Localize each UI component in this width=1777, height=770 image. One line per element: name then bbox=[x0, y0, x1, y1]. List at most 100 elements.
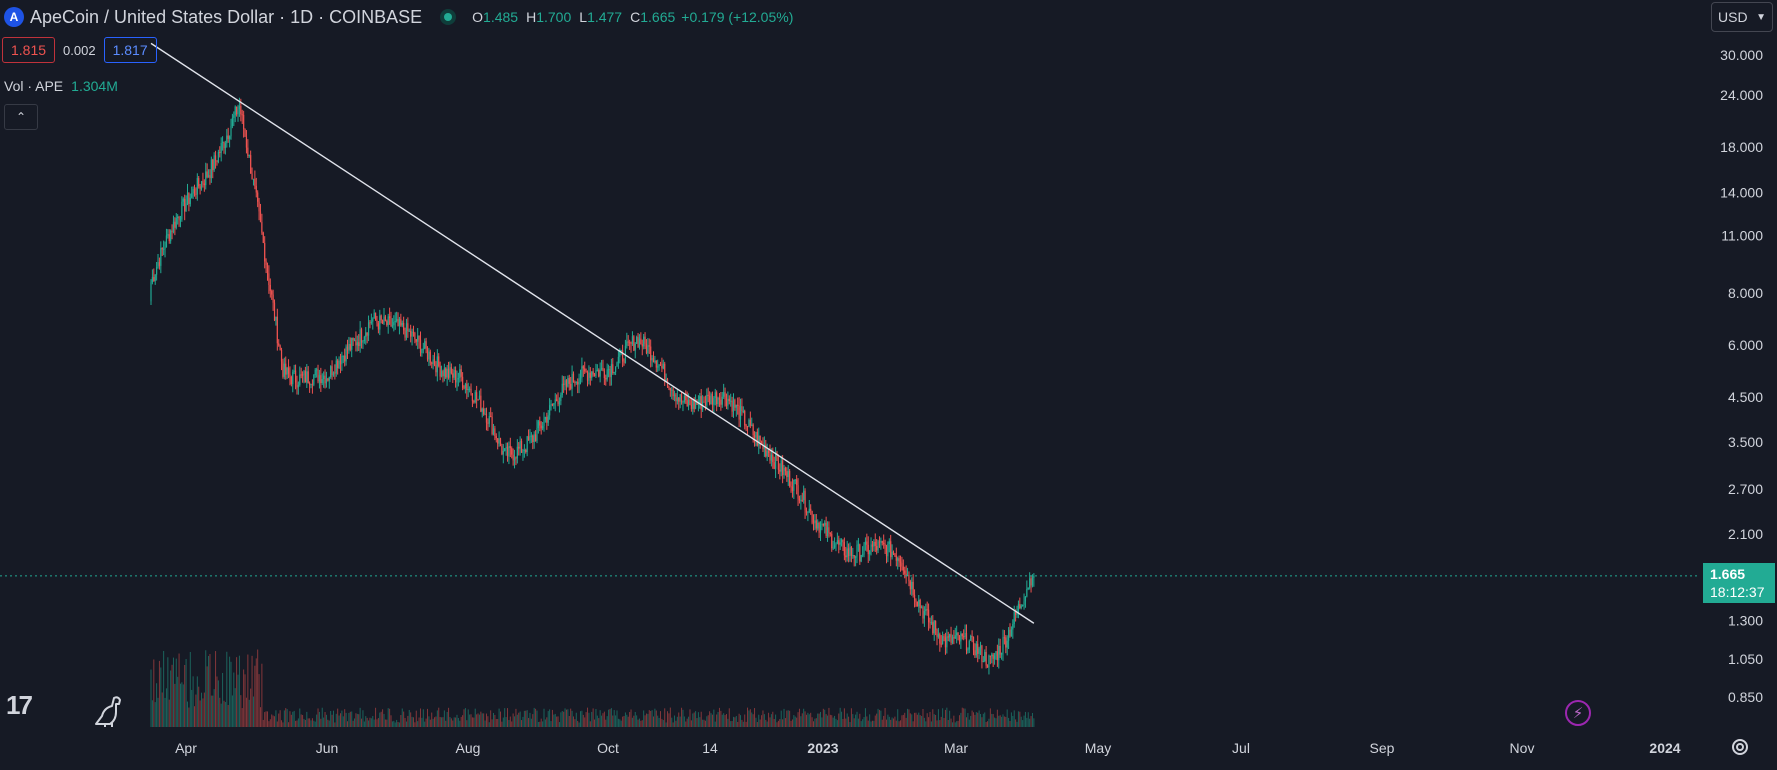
volume-bar bbox=[791, 719, 793, 727]
volume-bar bbox=[478, 714, 480, 727]
volume-bar bbox=[394, 722, 396, 727]
candle-body bbox=[567, 378, 569, 387]
candle-body bbox=[732, 399, 735, 412]
candle-body bbox=[186, 192, 189, 204]
volume-bar bbox=[332, 710, 334, 727]
volume-bar bbox=[907, 708, 909, 727]
volume-bar bbox=[198, 686, 200, 727]
candle-body bbox=[547, 415, 549, 423]
candle-body bbox=[224, 143, 226, 149]
volume-bar bbox=[213, 689, 215, 727]
volume-bar bbox=[591, 711, 593, 727]
collapse-legend-button[interactable]: ⌃ bbox=[4, 104, 38, 130]
volume-bar bbox=[408, 709, 410, 727]
volume-bar bbox=[894, 716, 896, 727]
last-price-tag[interactable]: 1.665 18:12:37 bbox=[1703, 563, 1775, 603]
candle-body bbox=[366, 332, 368, 336]
candle-body bbox=[605, 378, 607, 380]
volume-bar bbox=[584, 717, 586, 727]
candle-body bbox=[269, 285, 271, 291]
volume-bar bbox=[553, 714, 555, 727]
volume-bar bbox=[752, 714, 754, 727]
volume-bar bbox=[885, 719, 887, 727]
candle-body bbox=[511, 448, 513, 455]
candle-body bbox=[526, 436, 528, 452]
volume-bar bbox=[756, 722, 758, 727]
volume-bar bbox=[695, 711, 697, 727]
volume-bar bbox=[324, 712, 326, 727]
candle-body bbox=[619, 350, 621, 357]
currency-label: USD bbox=[1718, 9, 1748, 25]
currency-select[interactable]: USD ▼ bbox=[1711, 2, 1773, 32]
volume-bar bbox=[539, 721, 541, 727]
price-tick-label: 18.000 bbox=[1720, 139, 1763, 155]
apecoin-logo-icon[interactable]: A bbox=[4, 7, 24, 27]
candle-body bbox=[337, 360, 339, 369]
volume-bar bbox=[730, 721, 732, 727]
candle-body bbox=[766, 450, 768, 457]
volume-bar bbox=[863, 717, 865, 727]
time-axis[interactable]: Apr Jun Aug Oct 14 2023 Mar May Jul Sep Nov 2024 bbox=[175, 740, 1681, 756]
candle-body bbox=[553, 403, 555, 406]
volume-bar bbox=[457, 717, 459, 727]
dinosaur-icon[interactable] bbox=[92, 694, 126, 728]
volume-bar bbox=[565, 709, 567, 727]
volume-bar bbox=[769, 717, 771, 727]
volume-bar bbox=[849, 722, 851, 727]
candle-body bbox=[1029, 578, 1031, 588]
volume-bar bbox=[521, 720, 523, 727]
volume-bar bbox=[208, 655, 210, 727]
price-axis[interactable]: 30.000 24.000 18.000 14.000 11.000 8.000 6.000… bbox=[1720, 47, 1763, 705]
candle-body bbox=[557, 401, 559, 405]
volume-bar bbox=[728, 708, 730, 727]
lightning-icon[interactable]: ⚡ bbox=[1565, 700, 1591, 726]
volume-bar bbox=[603, 711, 605, 727]
candle-body bbox=[461, 376, 464, 388]
volume-bar bbox=[265, 711, 267, 727]
volume-bar bbox=[961, 707, 963, 727]
candle-body bbox=[753, 435, 756, 438]
tradingview-logo-icon[interactable]: 17 bbox=[6, 690, 33, 720]
candle-body bbox=[647, 345, 649, 354]
trendline[interactable] bbox=[150, 42, 1035, 624]
volume-bar bbox=[366, 717, 368, 727]
candle-body bbox=[431, 362, 433, 364]
candle-body bbox=[478, 395, 481, 400]
candle-body bbox=[648, 345, 650, 347]
candle-body bbox=[394, 320, 396, 323]
candle-body bbox=[419, 339, 422, 353]
volume-bar bbox=[598, 718, 600, 727]
candle-body bbox=[370, 321, 372, 323]
volume-bar bbox=[647, 713, 649, 727]
buy-button[interactable]: 1.817 bbox=[103, 37, 157, 63]
candle-body bbox=[849, 546, 851, 556]
candle-body bbox=[716, 392, 718, 405]
candle-body bbox=[717, 397, 719, 405]
volume-bar bbox=[194, 706, 196, 727]
candle-body bbox=[752, 424, 754, 436]
candle-body bbox=[723, 392, 725, 397]
candle-body bbox=[926, 609, 928, 611]
symbol-title[interactable]: ApeCoin / United States Dollar · 1D · CO… bbox=[30, 6, 423, 27]
candle-body bbox=[911, 581, 913, 590]
candle-body bbox=[492, 428, 495, 435]
volume-bar bbox=[561, 710, 563, 727]
volume-bar bbox=[191, 689, 193, 727]
volume-bar bbox=[389, 708, 391, 727]
candle-body bbox=[843, 542, 845, 556]
volume-bar bbox=[492, 712, 494, 727]
candle-body bbox=[888, 541, 890, 544]
candle-body bbox=[596, 369, 598, 371]
volume-bar bbox=[793, 715, 795, 727]
bar-countdown: 18:12:37 bbox=[1710, 584, 1765, 600]
volume-bar bbox=[839, 707, 841, 727]
market-status-icon[interactable] bbox=[440, 9, 457, 25]
volume-legend[interactable]: Vol · APE 1.304M bbox=[4, 78, 118, 94]
candle-body bbox=[449, 367, 451, 378]
gear-icon[interactable] bbox=[1729, 736, 1751, 758]
volume-bar bbox=[487, 716, 489, 727]
volume-bar bbox=[758, 714, 760, 727]
candle-body bbox=[506, 446, 509, 457]
sell-button[interactable]: 1.815 bbox=[2, 37, 56, 63]
